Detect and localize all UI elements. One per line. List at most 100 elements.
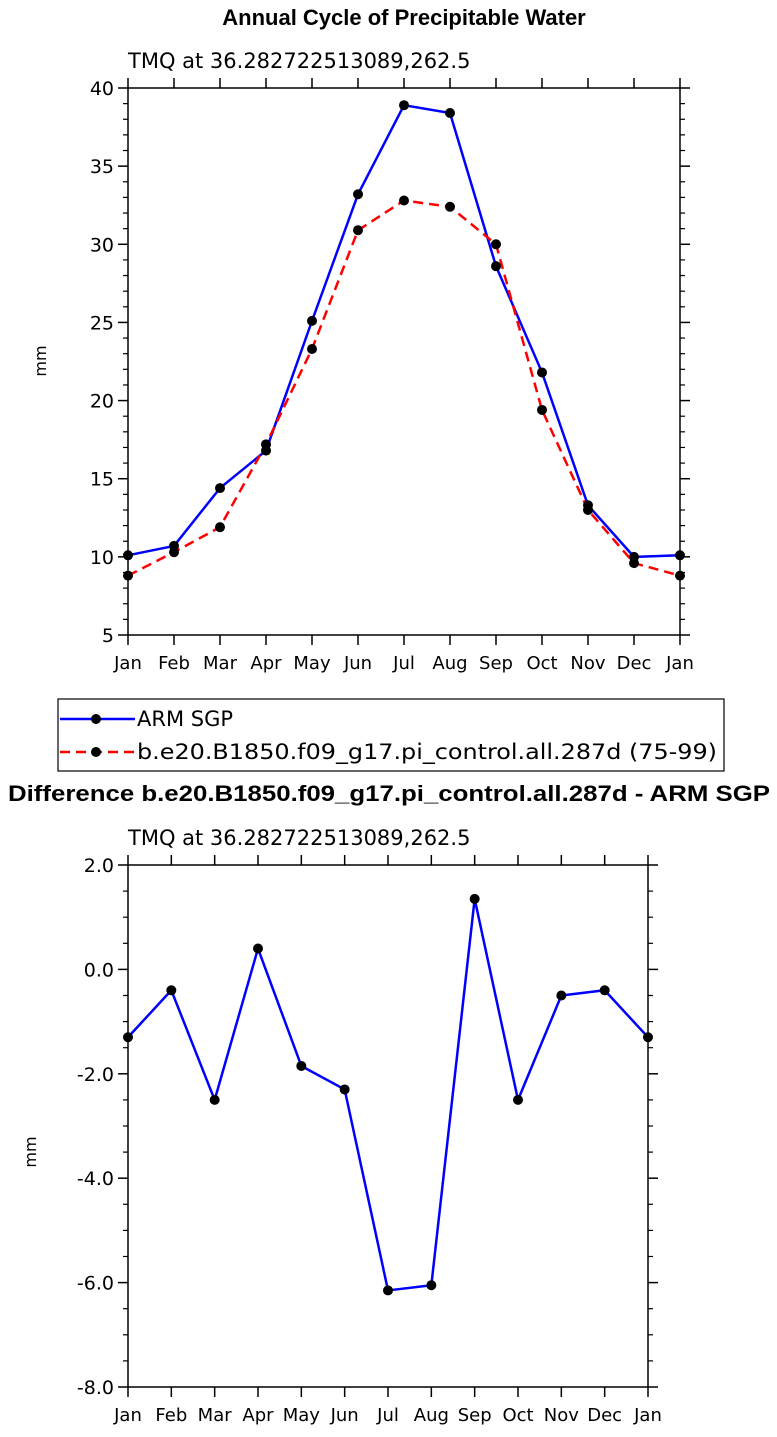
chart-top-xtick-label: Oct [526, 653, 557, 674]
chart-bottom-ytick-label: -8.0 [77, 1377, 114, 1399]
chart-bottom: Difference b.e20.B1850.f09_g17.pi_contro… [8, 781, 770, 1426]
chart-bottom-xtick-label: Aug [414, 1405, 449, 1426]
chart-bottom-xtick-labels: Jan Feb Mar Apr May Jun Jul Aug Sep Oct Nov Dec Jan [113, 1405, 662, 1426]
chart-top-series-1-point [169, 547, 179, 558]
chart-top-ytick-label: 10 [90, 547, 114, 569]
chart-bottom-xtick-label: Dec [587, 1405, 622, 1426]
chart-top: Annual Cycle of Precipitable Water TMQ a… [31, 5, 694, 674]
chart-top-series-1-point [261, 439, 271, 450]
chart-bottom-frame [127, 864, 649, 1388]
chart-bottom-xtick-label: Jan [633, 1405, 662, 1426]
chart-top-xtick-label: May [293, 653, 331, 674]
chart-bottom-series-0-point [296, 1060, 307, 1071]
chart-bottom-xtick-label: Feb [155, 1405, 187, 1426]
chart-bottom-xtick-label: Jun [330, 1405, 359, 1426]
legend-label-arm: ARM SGP [137, 707, 233, 731]
chart-top-series-0-point [675, 550, 685, 561]
chart-top-series-1-point [445, 201, 455, 212]
chart-top-xtick-label: Sep [479, 653, 513, 674]
chart-top-series-1-point [583, 504, 593, 515]
chart-top-series-0-point [123, 550, 133, 561]
chart-top-ylabel: mm [31, 345, 50, 376]
chart-top-series-1-point [123, 570, 133, 581]
chart-top-xtick-label: Apr [250, 653, 282, 674]
chart-bottom-series-0-point [209, 1094, 220, 1105]
chart-top-ytick-label: 15 [90, 469, 114, 491]
chart-top-xtick-label: Aug [432, 653, 467, 674]
chart-bottom-series-0-point [339, 1084, 350, 1095]
chart-top-series-1-point [675, 570, 685, 581]
chart-bottom-xtick-label: Apr [242, 1405, 274, 1426]
chart-top-ytick-label: 30 [90, 234, 114, 256]
chart-top-series-0-point [537, 367, 547, 378]
chart-top-ytick-label: 35 [90, 156, 114, 178]
chart-bottom-series-0-point [426, 1280, 437, 1291]
chart-bottom-xtick-label: Mar [198, 1405, 233, 1426]
chart-top-xtick-label: Jan [113, 653, 142, 674]
chart-top-series-0-point [491, 261, 501, 272]
legend-marker-arm [91, 714, 101, 724]
chart-top-xtick-label: Jun [343, 653, 372, 674]
chart-top-series [123, 100, 685, 581]
chart-top-series-0-point [399, 100, 409, 111]
chart-top-series-1-point [537, 404, 547, 415]
chart-bottom-title: Difference b.e20.B1850.f09_g17.pi_contro… [8, 781, 770, 806]
chart-bottom-series-0-point [253, 943, 263, 954]
chart-bottom-series [123, 893, 653, 1296]
chart-bottom-series-0-point [383, 1285, 393, 1296]
chart-top-series-1-point [629, 558, 639, 569]
chart-bottom-ytick-label: -4.0 [77, 1168, 114, 1190]
chart-bottom-series-0-point [599, 985, 610, 996]
chart-top-xtick-label: Dec [617, 653, 652, 674]
chart-top-xtick-label: Mar [203, 653, 238, 674]
legend-box [57, 698, 725, 772]
chart-bottom-xtick-label: Jul [376, 1405, 399, 1426]
chart-top-series-0-line [127, 103, 681, 559]
chart-top-xtick-labels: Jan Feb Mar Apr May Jun Jul Aug Sep Oct Nov Dec Jan [113, 653, 694, 674]
chart-bottom-ytick-label: -6.0 [77, 1273, 114, 1295]
chart-top-xtick-label: Feb [158, 653, 190, 674]
chart-top-title: Annual Cycle of Precipitable Water [222, 5, 586, 30]
chart-top-ytick-label: 25 [90, 312, 114, 334]
chart-bottom-xtick-label: Jan [113, 1405, 142, 1426]
chart-top-series-0-point [353, 189, 363, 200]
chart-top-series-0-point [307, 315, 317, 326]
chart-bottom-xtick-label: Oct [502, 1405, 533, 1426]
chart-bottom-series-0-point [513, 1094, 523, 1105]
chart-bottom-xtick-label: Nov [544, 1405, 579, 1426]
chart-top-series-1-point [353, 225, 363, 236]
chart-bottom-series-0-point [469, 893, 480, 904]
chart-top-xtick-label: Nov [570, 653, 605, 674]
chart-top-ytick-label: 20 [90, 391, 114, 413]
chart-bottom-series-0-point [123, 1032, 133, 1043]
chart-bottom-series-0-line [127, 897, 649, 1292]
chart-bottom-ytick-label: 0.0 [84, 959, 114, 981]
chart-bottom-xtick-label: Sep [458, 1405, 492, 1426]
legend-label-model: b.e20.B1850.f09_g17.pi_control.all.287d … [137, 740, 717, 765]
chart-top-ytick-label: 5 [102, 625, 114, 647]
chart-bottom-series-0-point [166, 985, 177, 996]
chart-bottom-series-0-point [556, 990, 567, 1001]
legend: ARM SGP b.e20.B1850.f09_g17.pi_control.a… [57, 698, 725, 772]
chart-top-series-0-point [215, 483, 225, 494]
chart-bottom-ytick-label: 2.0 [84, 855, 114, 877]
chart-top-series-1-point [307, 343, 317, 354]
chart-bottom-series-0-point [643, 1032, 653, 1043]
chart-bottom-axes [118, 855, 658, 1397]
chart-bottom-ytick-labels: -8.0 -6.0 -4.0 -2.0 0.0 2.0 [77, 855, 114, 1399]
chart-top-series-1-line [127, 199, 681, 577]
chart-bottom-ytick-label: -2.0 [77, 1064, 114, 1086]
chart-top-frame [127, 87, 681, 636]
chart-top-axes [118, 78, 690, 645]
chart-top-xtick-label: Jan [665, 653, 694, 674]
chart-top-subtitle: TMQ at 36.282722513089,262.5 [127, 49, 470, 73]
chart-top-series-1-point [491, 239, 501, 250]
chart-bottom-ylabel: mm [21, 1136, 40, 1167]
chart-top-xtick-label: Jul [392, 653, 415, 674]
legend-marker-model [91, 747, 101, 757]
chart-bottom-xtick-label: May [283, 1405, 321, 1426]
chart-top-ytick-labels: 5 10 15 20 25 30 35 40 [90, 78, 114, 647]
chart-top-series-0-point [445, 108, 455, 119]
chart-top-series-1-point [399, 195, 409, 206]
